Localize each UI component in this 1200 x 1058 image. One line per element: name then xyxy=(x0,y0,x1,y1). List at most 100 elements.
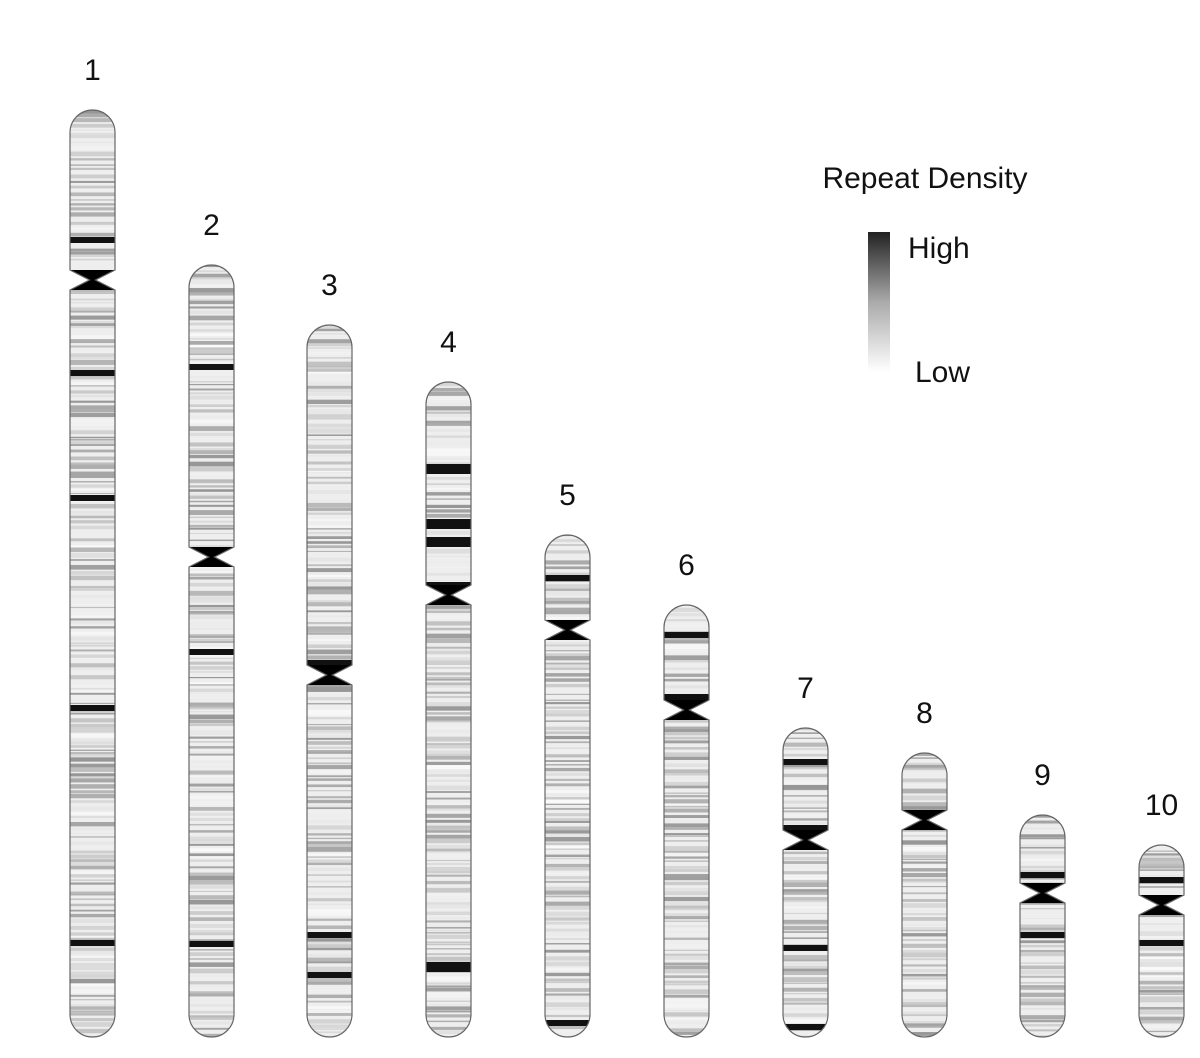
band xyxy=(70,935,115,937)
band xyxy=(1139,946,1184,951)
band xyxy=(70,456,115,461)
band xyxy=(426,414,471,417)
band xyxy=(783,937,828,939)
band xyxy=(664,852,709,858)
band xyxy=(664,752,709,756)
band xyxy=(189,338,234,340)
band xyxy=(783,982,828,984)
band xyxy=(307,639,352,641)
dark-band xyxy=(664,632,709,638)
band xyxy=(307,444,352,449)
band xyxy=(545,876,590,880)
bands xyxy=(426,382,471,1037)
band xyxy=(307,717,352,720)
band xyxy=(189,400,234,403)
band xyxy=(70,300,115,303)
band xyxy=(70,545,115,548)
band xyxy=(426,828,471,833)
band xyxy=(307,575,352,577)
band xyxy=(1139,865,1184,869)
band xyxy=(70,265,115,270)
band xyxy=(545,662,590,665)
band xyxy=(426,406,471,411)
band xyxy=(70,894,115,896)
band xyxy=(307,568,352,573)
chromosome-outline xyxy=(1138,844,1185,1038)
band xyxy=(1139,1030,1184,1033)
band xyxy=(307,470,352,473)
chromosome: 8 xyxy=(901,697,948,1038)
band xyxy=(783,1035,828,1037)
band xyxy=(1020,834,1065,838)
band xyxy=(426,487,471,490)
band xyxy=(70,123,115,128)
band xyxy=(189,993,234,997)
band xyxy=(189,489,234,492)
band xyxy=(664,874,709,878)
band xyxy=(189,714,234,720)
band xyxy=(664,740,709,744)
band xyxy=(426,862,471,866)
band xyxy=(70,180,115,183)
band xyxy=(70,994,115,997)
band xyxy=(426,941,471,944)
band xyxy=(189,265,234,268)
band xyxy=(1020,952,1065,957)
band xyxy=(70,713,115,715)
band xyxy=(1139,1002,1184,1006)
band xyxy=(664,975,709,979)
band xyxy=(545,667,590,670)
band xyxy=(307,545,352,549)
band xyxy=(1139,860,1184,866)
band xyxy=(545,872,590,875)
band xyxy=(426,953,471,956)
band xyxy=(783,732,828,734)
band xyxy=(545,731,590,735)
bands xyxy=(664,605,709,1037)
band xyxy=(70,618,115,622)
band xyxy=(426,650,471,655)
chromosome: 9 xyxy=(1019,759,1066,1038)
band xyxy=(1020,820,1065,826)
band xyxy=(307,693,352,698)
band xyxy=(189,392,234,395)
band xyxy=(189,582,234,587)
band xyxy=(545,981,590,984)
band xyxy=(70,503,115,509)
band xyxy=(70,957,115,962)
band xyxy=(70,812,115,817)
band xyxy=(426,880,471,885)
band xyxy=(70,612,115,615)
band xyxy=(1020,1001,1065,1006)
band xyxy=(545,588,590,591)
band xyxy=(426,441,471,446)
band xyxy=(545,644,590,647)
band xyxy=(426,548,471,554)
band xyxy=(426,391,471,396)
band xyxy=(426,904,471,909)
band xyxy=(70,1003,115,1009)
band xyxy=(70,604,115,606)
band xyxy=(307,746,352,749)
band xyxy=(189,1017,234,1020)
band xyxy=(307,1028,352,1030)
band xyxy=(426,994,471,997)
band xyxy=(307,726,352,731)
band xyxy=(70,741,115,745)
band xyxy=(426,1006,471,1011)
band xyxy=(1020,815,1065,818)
chromosome: 3 xyxy=(306,269,353,1038)
band xyxy=(545,783,590,787)
band xyxy=(783,965,828,970)
centromere xyxy=(1020,883,1065,903)
band xyxy=(70,339,115,344)
band xyxy=(189,741,234,743)
band xyxy=(664,649,709,653)
band xyxy=(70,232,115,237)
band xyxy=(902,982,947,985)
band xyxy=(426,706,471,711)
band xyxy=(70,865,115,870)
dark-band xyxy=(1020,932,1065,938)
band xyxy=(70,793,115,799)
band xyxy=(70,887,115,892)
